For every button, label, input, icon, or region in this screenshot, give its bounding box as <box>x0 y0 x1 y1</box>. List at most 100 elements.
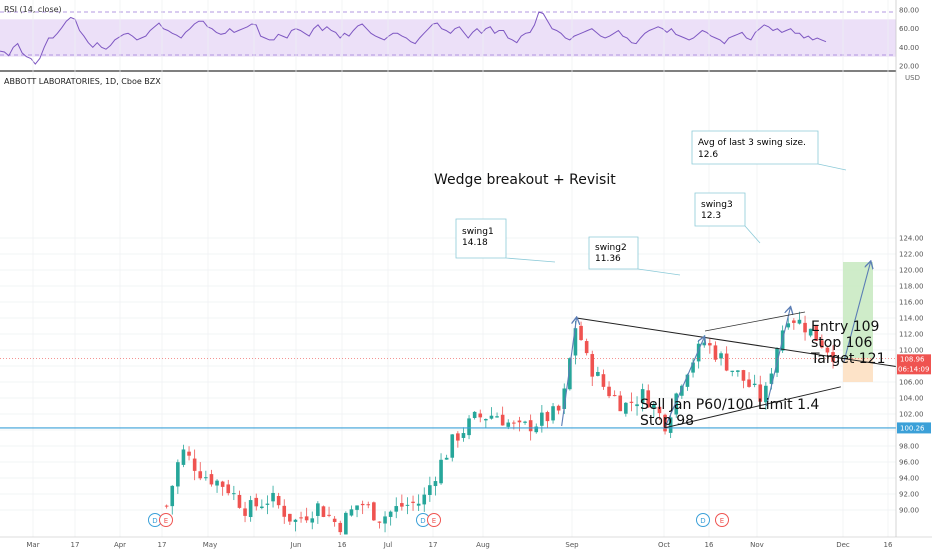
candle-body <box>624 402 628 414</box>
candle-body <box>215 480 219 486</box>
candle-body <box>422 494 427 505</box>
candle-body <box>752 383 757 385</box>
wedge-upper-trendline[interactable] <box>576 317 904 369</box>
price-tick: 106.00 <box>899 379 924 387</box>
time-tick: 17 <box>429 541 438 549</box>
swing3-label: swing3 <box>701 200 733 210</box>
candle-body <box>472 411 477 418</box>
price-tick: 114.00 <box>899 315 924 323</box>
dividend-event-marker[interactable]: D <box>696 513 710 527</box>
candle-body <box>719 353 723 359</box>
candle-body <box>209 474 214 485</box>
candle-body <box>668 417 673 433</box>
price-tick: 104.00 <box>899 395 924 403</box>
rsi-tick: 80.00 <box>899 7 919 15</box>
option-order-text: Sell Jan P60/100 Limit 1.4 <box>640 397 819 413</box>
candle-body <box>489 415 494 419</box>
rsi-pane: RSI (14, close) <box>0 5 896 65</box>
earnings-event-marker[interactable]: E <box>427 513 441 527</box>
candle-body <box>237 494 242 508</box>
price-grid <box>0 0 896 537</box>
time-tick: 17 <box>158 541 167 549</box>
candle-body <box>618 395 623 412</box>
price-tick: 116.00 <box>899 299 924 307</box>
candlestick-series <box>164 311 835 535</box>
candle-body <box>288 513 292 522</box>
time-tick: Sep <box>565 541 579 549</box>
candle-body <box>663 414 667 432</box>
candle-body <box>484 418 488 421</box>
candle-body <box>601 374 606 387</box>
candle-body <box>400 503 404 507</box>
candle-body <box>685 374 690 387</box>
candle-body <box>652 404 656 409</box>
price-tick: 112.00 <box>899 331 924 339</box>
candle-body <box>271 492 275 502</box>
candle-body <box>360 503 365 506</box>
wedge-title: Wedge breakout + Revisit <box>434 172 616 188</box>
swing2-callout[interactable]: swing2 11.36 <box>588 236 681 276</box>
candle-body <box>657 406 662 414</box>
event-letter: D <box>152 517 157 525</box>
candle-body <box>540 412 544 426</box>
candle-body <box>220 481 225 487</box>
candle-body <box>187 451 191 456</box>
candle-body <box>568 358 572 390</box>
symbol-title[interactable]: ABBOTT LABORATORIES, 1D, Cboe BZX <box>4 77 161 86</box>
candle-body <box>820 340 824 348</box>
candle-body <box>506 422 511 427</box>
time-tick: Aug <box>476 541 490 549</box>
candle-body <box>696 343 701 362</box>
candle-body <box>607 386 611 397</box>
candle-body <box>260 506 264 509</box>
target-text: Target 121 <box>810 351 885 367</box>
swing2-value: 11.36 <box>595 254 621 264</box>
time-tick: Jul <box>383 541 393 549</box>
candle-body <box>265 503 270 505</box>
candle-body <box>226 484 231 494</box>
candle-body <box>383 516 387 524</box>
time-tick: Mar <box>26 541 39 549</box>
time-tick: 17 <box>71 541 80 549</box>
earnings-event-marker[interactable]: E <box>715 513 729 527</box>
price-tick: 96.00 <box>899 459 919 467</box>
candle-body <box>355 505 359 510</box>
candle-body <box>512 422 516 424</box>
time-tick: Oct <box>658 541 670 549</box>
price-tick: 102.00 <box>899 411 924 419</box>
wedge-lower-trendline[interactable] <box>665 386 841 429</box>
level-price-value: 100.26 <box>900 424 925 432</box>
candle-body <box>192 458 197 471</box>
earnings-event-marker[interactable]: E <box>159 513 173 527</box>
candle-body <box>736 370 740 372</box>
candle-body <box>640 389 645 403</box>
candle-body <box>327 514 331 516</box>
time-axis[interactable]: Mar 17 Apr 17 May Jun 16 Jul 17 Aug Sep Oct 16 Nov Dec… <box>26 541 893 549</box>
candle-body <box>170 485 175 507</box>
last-price-tag: 108.96 06:14:09 <box>897 354 931 375</box>
candle-body <box>674 393 679 415</box>
candle-body <box>517 420 522 423</box>
candle-body <box>316 503 320 516</box>
avg-swing-value: 12.6 <box>698 150 718 160</box>
candle-body <box>416 503 421 506</box>
candle-body <box>646 390 651 408</box>
rsi-tick: 40.00 <box>899 44 919 52</box>
avg-swing-callout[interactable]: Avg of last 3 swing size. 12.6 <box>691 130 847 171</box>
swing3-callout[interactable]: swing3 12.3 <box>694 192 761 244</box>
time-tick: 16 <box>338 541 347 549</box>
level-price-tag: 100.26 <box>897 422 931 434</box>
time-tick: Apr <box>114 541 126 549</box>
price-tick: 122.00 <box>899 251 924 259</box>
price-tick: 98.00 <box>899 443 919 451</box>
price-tick: 118.00 <box>899 283 924 291</box>
candle-body <box>825 347 830 353</box>
candle-body <box>629 401 634 403</box>
swing1-callout[interactable]: swing1 14.18 <box>455 218 556 263</box>
candle-body <box>232 493 236 495</box>
candle-body <box>786 323 791 328</box>
rsi-axis[interactable]: 80.00 60.00 40.00 20.00 <box>899 7 919 71</box>
price-tick: 94.00 <box>899 475 919 483</box>
